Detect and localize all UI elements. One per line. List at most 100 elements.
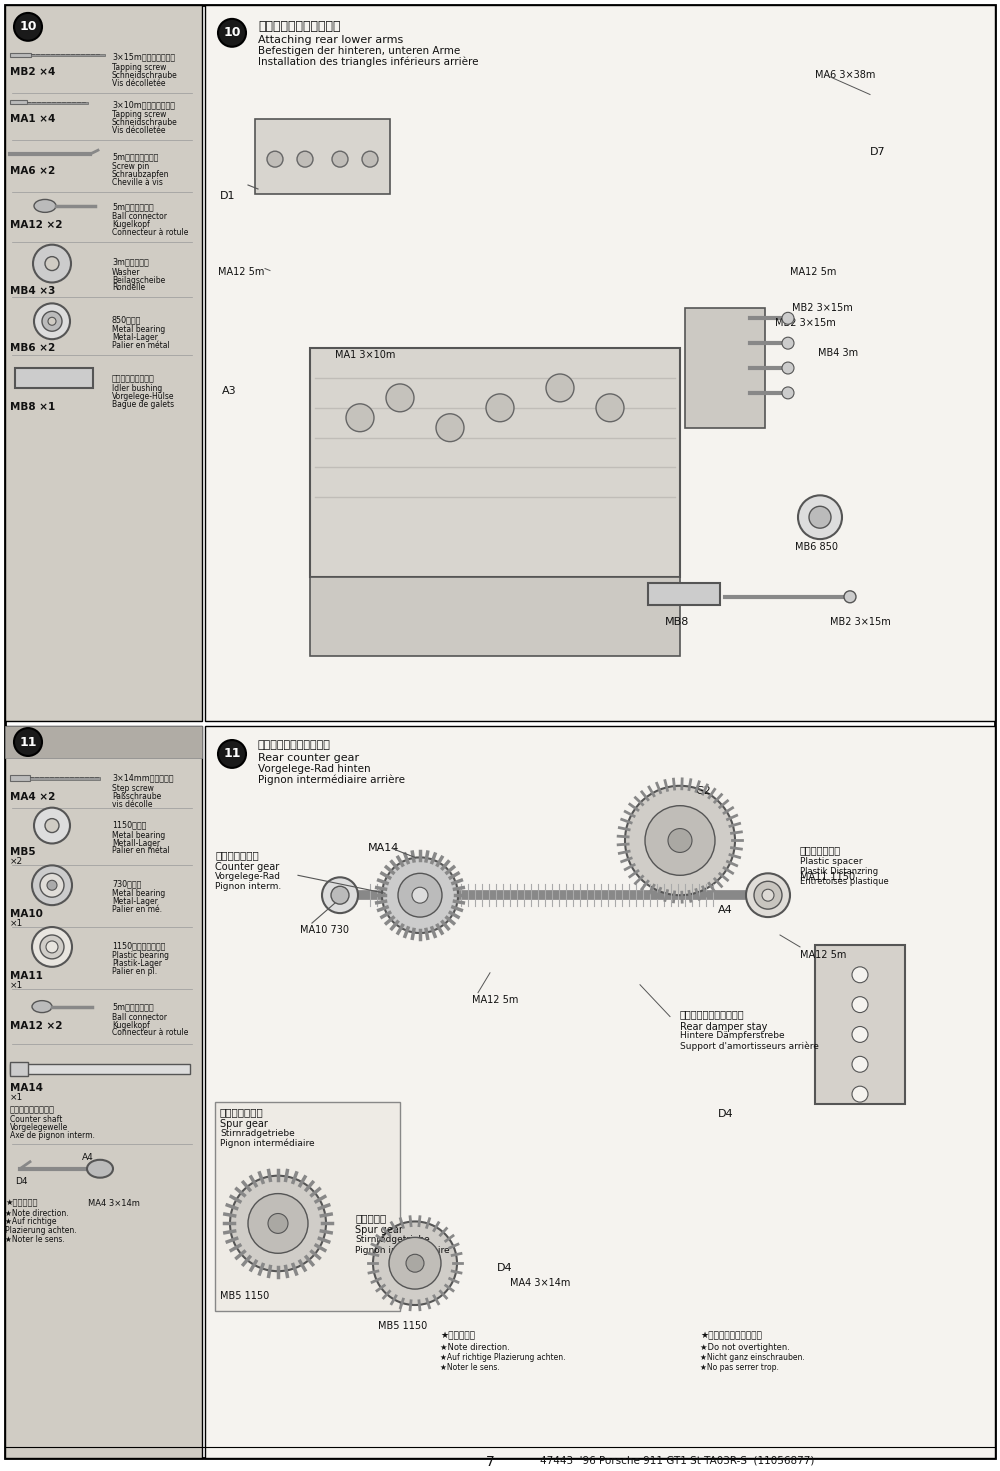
Bar [30, 777, 100, 780]
Circle shape [782, 387, 794, 399]
Text: Metal bearing: Metal bearing [112, 831, 165, 840]
Circle shape [798, 496, 842, 538]
Text: 5mピローボール: 5mピローボール [112, 1003, 154, 1012]
Text: MA1 ×4: MA1 ×4 [10, 115, 55, 125]
Circle shape [248, 1193, 308, 1253]
Text: 3×15mタッピングビス: 3×15mタッピングビス [112, 53, 175, 62]
Text: 3×14mm段付タッピ: 3×14mm段付タッピ [112, 774, 174, 783]
Circle shape [46, 941, 58, 953]
Text: Plastic bearing: Plastic bearing [112, 950, 169, 961]
Circle shape [40, 936, 64, 959]
Text: Palier en mé.: Palier en mé. [112, 905, 162, 913]
Text: MA6 ×2: MA6 ×2 [10, 166, 55, 177]
Text: MB8: MB8 [665, 616, 689, 627]
Text: Cheville à vis: Cheville à vis [112, 178, 163, 187]
Text: Counter shaft: Counter shaft [10, 1115, 62, 1124]
Text: 7: 7 [486, 1455, 494, 1470]
Text: （スパーギヤ）: （スパーギヤ） [220, 1108, 264, 1116]
Text: MA12 ×2: MA12 ×2 [10, 219, 62, 229]
Text: Entretoises plastique: Entretoises plastique [800, 877, 889, 887]
Bar [5, 727, 202, 1458]
Text: A4: A4 [82, 1153, 94, 1162]
Text: Metal-Lager: Metal-Lager [112, 897, 158, 906]
Text: Kugelkopf: Kugelkopf [112, 219, 150, 229]
Circle shape [33, 244, 71, 282]
Text: カウンターシャフト: カウンターシャフト [10, 1105, 55, 1114]
Circle shape [322, 877, 358, 913]
Circle shape [32, 927, 72, 966]
Text: A4: A4 [718, 905, 733, 915]
Text: Spur gear: Spur gear [220, 1119, 268, 1130]
Text: ★No pas serrer trop.: ★No pas serrer trop. [700, 1362, 779, 1371]
Text: D4: D4 [15, 1177, 28, 1186]
Text: MA12 5m: MA12 5m [800, 950, 846, 961]
Text: Stirnradgetriebe: Stirnradgetriebe [355, 1236, 430, 1244]
Text: A3: A3 [222, 385, 237, 396]
Text: ★Do not overtighten.: ★Do not overtighten. [700, 1343, 790, 1352]
Bar [15, 368, 93, 388]
Text: 5mピローボール: 5mピローボール [112, 202, 154, 210]
Circle shape [14, 13, 42, 41]
Text: Stirnradgetriebe: Stirnradgetriebe [220, 1128, 295, 1139]
Text: Metal bearing: Metal bearing [112, 325, 165, 334]
Text: MA14: MA14 [368, 843, 399, 853]
Circle shape [332, 152, 348, 168]
Text: MB2 3×15m: MB2 3×15m [830, 616, 891, 627]
Text: G2: G2 [695, 786, 711, 796]
Text: MB2 3×15m: MB2 3×15m [775, 318, 836, 328]
Text: Ball connector: Ball connector [112, 212, 167, 221]
Text: 10: 10 [223, 26, 241, 40]
Text: スパーギヤ: スパーギヤ [355, 1214, 386, 1224]
Text: Palier en métal: Palier en métal [112, 846, 170, 856]
Circle shape [218, 19, 246, 47]
Text: MB5 1150: MB5 1150 [378, 1321, 427, 1331]
Text: Metal-Lager: Metal-Lager [112, 334, 158, 343]
Text: Rondelle: Rondelle [112, 284, 145, 293]
Circle shape [331, 886, 349, 905]
Text: Step screw: Step screw [112, 784, 154, 793]
Text: Screw pin: Screw pin [112, 162, 149, 171]
Text: Schraubzapfen: Schraubzapfen [112, 171, 170, 179]
Text: Connecteur à rotule: Connecteur à rotule [112, 1028, 188, 1037]
Bar [205, 4, 995, 721]
Text: 5mスクリューピン: 5mスクリューピン [112, 152, 158, 162]
Circle shape [546, 374, 574, 402]
Text: Axe de pignon interm.: Axe de pignon interm. [10, 1131, 95, 1140]
Text: 730メタル: 730メタル [112, 880, 141, 888]
Circle shape [398, 874, 442, 916]
Text: ×1: ×1 [10, 1093, 23, 1102]
Circle shape [382, 858, 458, 933]
Text: Metal bearing: Metal bearing [112, 890, 165, 899]
Circle shape [42, 312, 62, 331]
Text: MA14: MA14 [10, 1083, 43, 1093]
Text: Plazierung achten.: Plazierung achten. [5, 1227, 77, 1236]
Text: D4: D4 [718, 1109, 734, 1119]
Text: Vorgelege-Hülse: Vorgelege-Hülse [112, 391, 175, 402]
Ellipse shape [34, 200, 56, 212]
Text: D7: D7 [870, 147, 886, 157]
Text: Metall-Lager: Metall-Lager [112, 838, 160, 847]
Text: vis décolle: vis décolle [112, 800, 152, 809]
Text: MA11: MA11 [10, 971, 43, 981]
Bar [27, 101, 88, 104]
Text: Tapping screw: Tapping screw [112, 63, 166, 72]
Text: ★Note direction.: ★Note direction. [440, 1343, 510, 1352]
Ellipse shape [87, 1159, 113, 1178]
Circle shape [782, 312, 794, 324]
Bar [205, 727, 995, 1458]
Text: Idler bushing: Idler bushing [112, 384, 162, 393]
Circle shape [436, 413, 464, 441]
Circle shape [844, 591, 856, 603]
Text: MB4 3m: MB4 3m [818, 349, 858, 357]
Text: ×1: ×1 [10, 981, 23, 990]
Circle shape [48, 318, 56, 325]
Bar [815, 944, 905, 1105]
Text: MA12 5m: MA12 5m [472, 994, 518, 1005]
Text: Installation des triangles inférieurs arrière: Installation des triangles inférieurs ar… [258, 57, 479, 68]
Text: アイドラーブッシュ: アイドラーブッシュ [112, 374, 155, 382]
Text: MB8 ×1: MB8 ×1 [10, 402, 55, 412]
Circle shape [852, 1027, 868, 1043]
Text: Kugelkopf: Kugelkopf [112, 1021, 150, 1030]
Text: Vorgelege-Rad hinten: Vorgelege-Rad hinten [258, 763, 371, 774]
Circle shape [14, 728, 42, 756]
